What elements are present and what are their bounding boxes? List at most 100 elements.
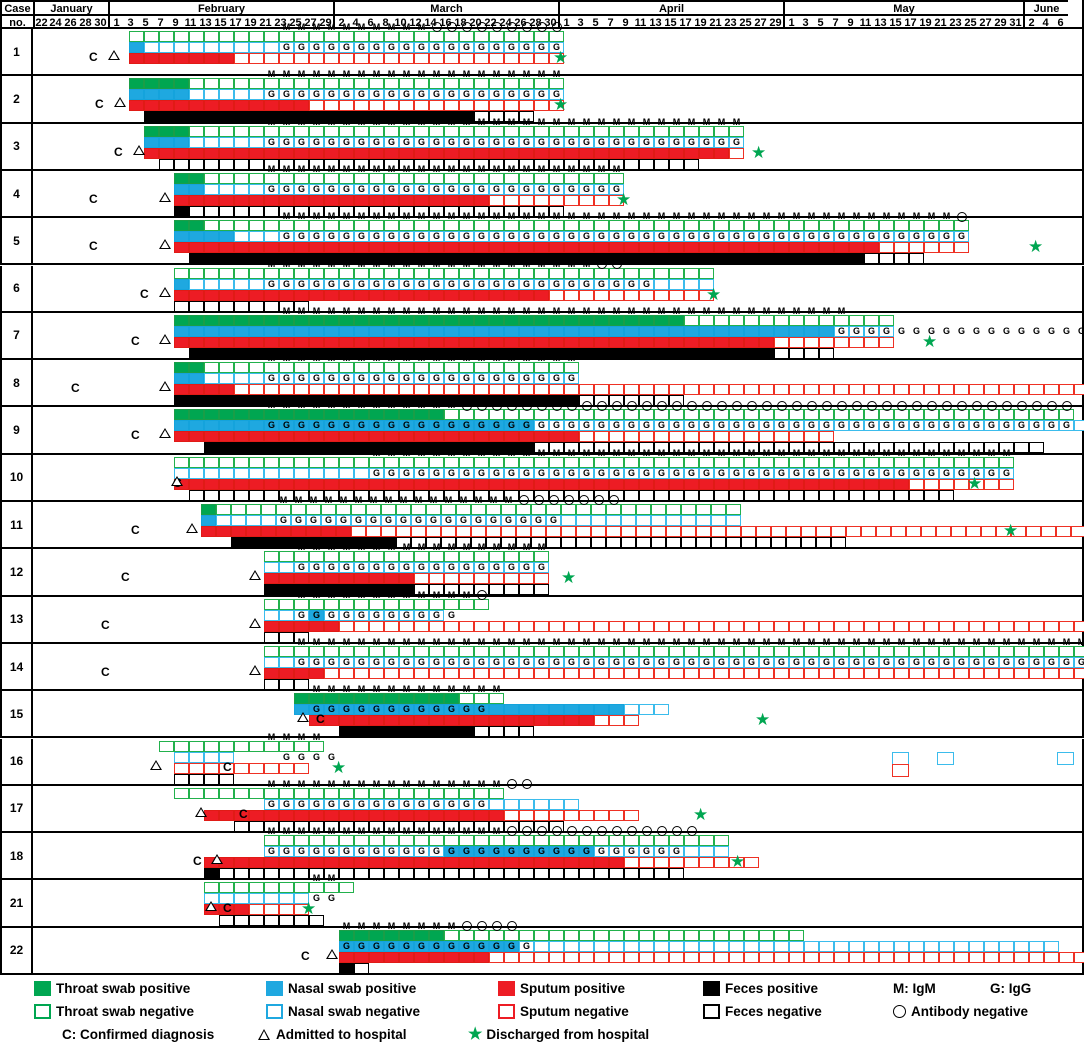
sputum-cell xyxy=(489,431,504,443)
feces-cell xyxy=(459,158,474,170)
sputum-cell xyxy=(294,478,309,490)
nasal-swab-cell xyxy=(1074,420,1084,432)
sputum-cell xyxy=(744,620,759,632)
throat-swab-cell xyxy=(144,125,159,137)
throat-swab-cell xyxy=(189,78,204,90)
feces-cell xyxy=(324,442,339,454)
sputum-cell xyxy=(369,194,384,206)
igg-marker: G xyxy=(897,467,905,478)
nasal-swab-cell xyxy=(384,89,399,101)
sputum-cell xyxy=(939,620,954,632)
igm-marker: M xyxy=(417,211,426,222)
sputum-cell xyxy=(246,526,261,537)
igg-marker: G xyxy=(717,231,725,242)
nasal-swab-cell xyxy=(264,609,279,621)
sputum-cell xyxy=(264,100,279,112)
igg-marker: G xyxy=(432,89,440,100)
nasal-swab-cell xyxy=(339,467,354,479)
igg-marker: G xyxy=(432,562,440,573)
throat-swab-cell xyxy=(279,125,294,137)
nasal-swab-cell xyxy=(324,136,339,148)
igm-marker: M xyxy=(567,258,576,269)
feces-cell xyxy=(279,868,294,880)
igg-marker: G xyxy=(612,278,620,289)
sputum-cell xyxy=(954,620,969,632)
throat-swab-cell xyxy=(639,267,654,279)
header-day-tick: 26 xyxy=(63,14,78,29)
feces-cell xyxy=(819,347,834,359)
nasal-swab-cell xyxy=(354,89,369,101)
igg-marker: G xyxy=(837,420,845,431)
sputum-cell xyxy=(219,194,234,206)
sputum-cell xyxy=(804,242,819,254)
igg-marker: G xyxy=(552,467,560,478)
sputum-cell xyxy=(879,242,894,254)
igm-marker: M xyxy=(837,636,846,647)
igg-marker: G xyxy=(537,373,545,384)
sputum-cell xyxy=(624,715,639,727)
feces-cell xyxy=(219,868,234,880)
igg-marker: G xyxy=(447,42,455,52)
nasal-swab-cell xyxy=(534,89,549,101)
igm-marker: M xyxy=(807,211,816,222)
igg-marker: G xyxy=(267,420,275,431)
nasal-swab-cell xyxy=(234,231,249,243)
sputum-cell xyxy=(189,336,204,348)
feces-cell xyxy=(249,915,264,927)
igm-marker: M xyxy=(477,447,486,458)
throat-swab-cell xyxy=(234,267,249,279)
igg-marker: G xyxy=(492,278,500,289)
sputum-cell xyxy=(609,478,624,490)
throat-swab-cell xyxy=(189,787,204,799)
igg-marker: G xyxy=(537,420,545,431)
sputum-cell xyxy=(414,147,429,159)
sputum-cell xyxy=(609,951,624,963)
igm-marker: M xyxy=(402,69,411,80)
feces-cell xyxy=(834,489,849,501)
feces-cell xyxy=(234,489,249,501)
igg-marker: G xyxy=(294,515,302,525)
igg-marker: G xyxy=(282,42,290,52)
nasal-swab-cell xyxy=(879,940,894,952)
throat-swab-cell xyxy=(519,78,534,90)
sputum-cell xyxy=(264,904,279,916)
sputum-cell xyxy=(309,53,324,64)
igm-marker: M xyxy=(447,69,456,80)
nasal-swab-cell xyxy=(999,940,1014,952)
sputum-cell xyxy=(351,526,366,537)
sputum-cell xyxy=(789,242,804,254)
igg-marker: G xyxy=(357,420,365,431)
feces-cell xyxy=(699,347,714,359)
sputum-cell xyxy=(384,809,399,821)
igm-marker: M xyxy=(297,69,306,80)
feces-cell xyxy=(894,489,909,501)
feces-cell xyxy=(189,773,204,785)
throat-positive-swatch xyxy=(34,980,51,996)
igm-marker: M xyxy=(417,542,426,553)
antibody-negative-marker xyxy=(669,400,684,411)
sputum-cell xyxy=(366,526,381,537)
igm-marker: M xyxy=(447,305,456,316)
sputum-cell xyxy=(219,242,234,254)
igm-marker: M xyxy=(507,353,516,364)
nasal-swab-cell xyxy=(324,89,339,101)
igg-marker: G xyxy=(522,42,530,52)
sputum-cell xyxy=(429,336,444,348)
feces-cell xyxy=(234,158,249,170)
igm-marker: M xyxy=(372,353,381,364)
igg-marker: G xyxy=(687,656,695,667)
sputum-cell xyxy=(939,667,954,679)
sputum-cell xyxy=(609,431,624,443)
nasal-swab-cell xyxy=(219,373,234,385)
nasal-swab-cell xyxy=(189,89,204,101)
sputum-cell xyxy=(291,526,306,537)
igm-marker: M xyxy=(372,684,381,695)
igg-marker: G xyxy=(717,467,725,478)
sputum-cell xyxy=(714,384,729,396)
sputum-cell xyxy=(639,336,654,348)
nasal-swab-cell xyxy=(204,136,219,148)
sputum-cell xyxy=(396,526,411,537)
case-number: 17 xyxy=(0,785,33,832)
igg-marker: G xyxy=(792,420,800,431)
